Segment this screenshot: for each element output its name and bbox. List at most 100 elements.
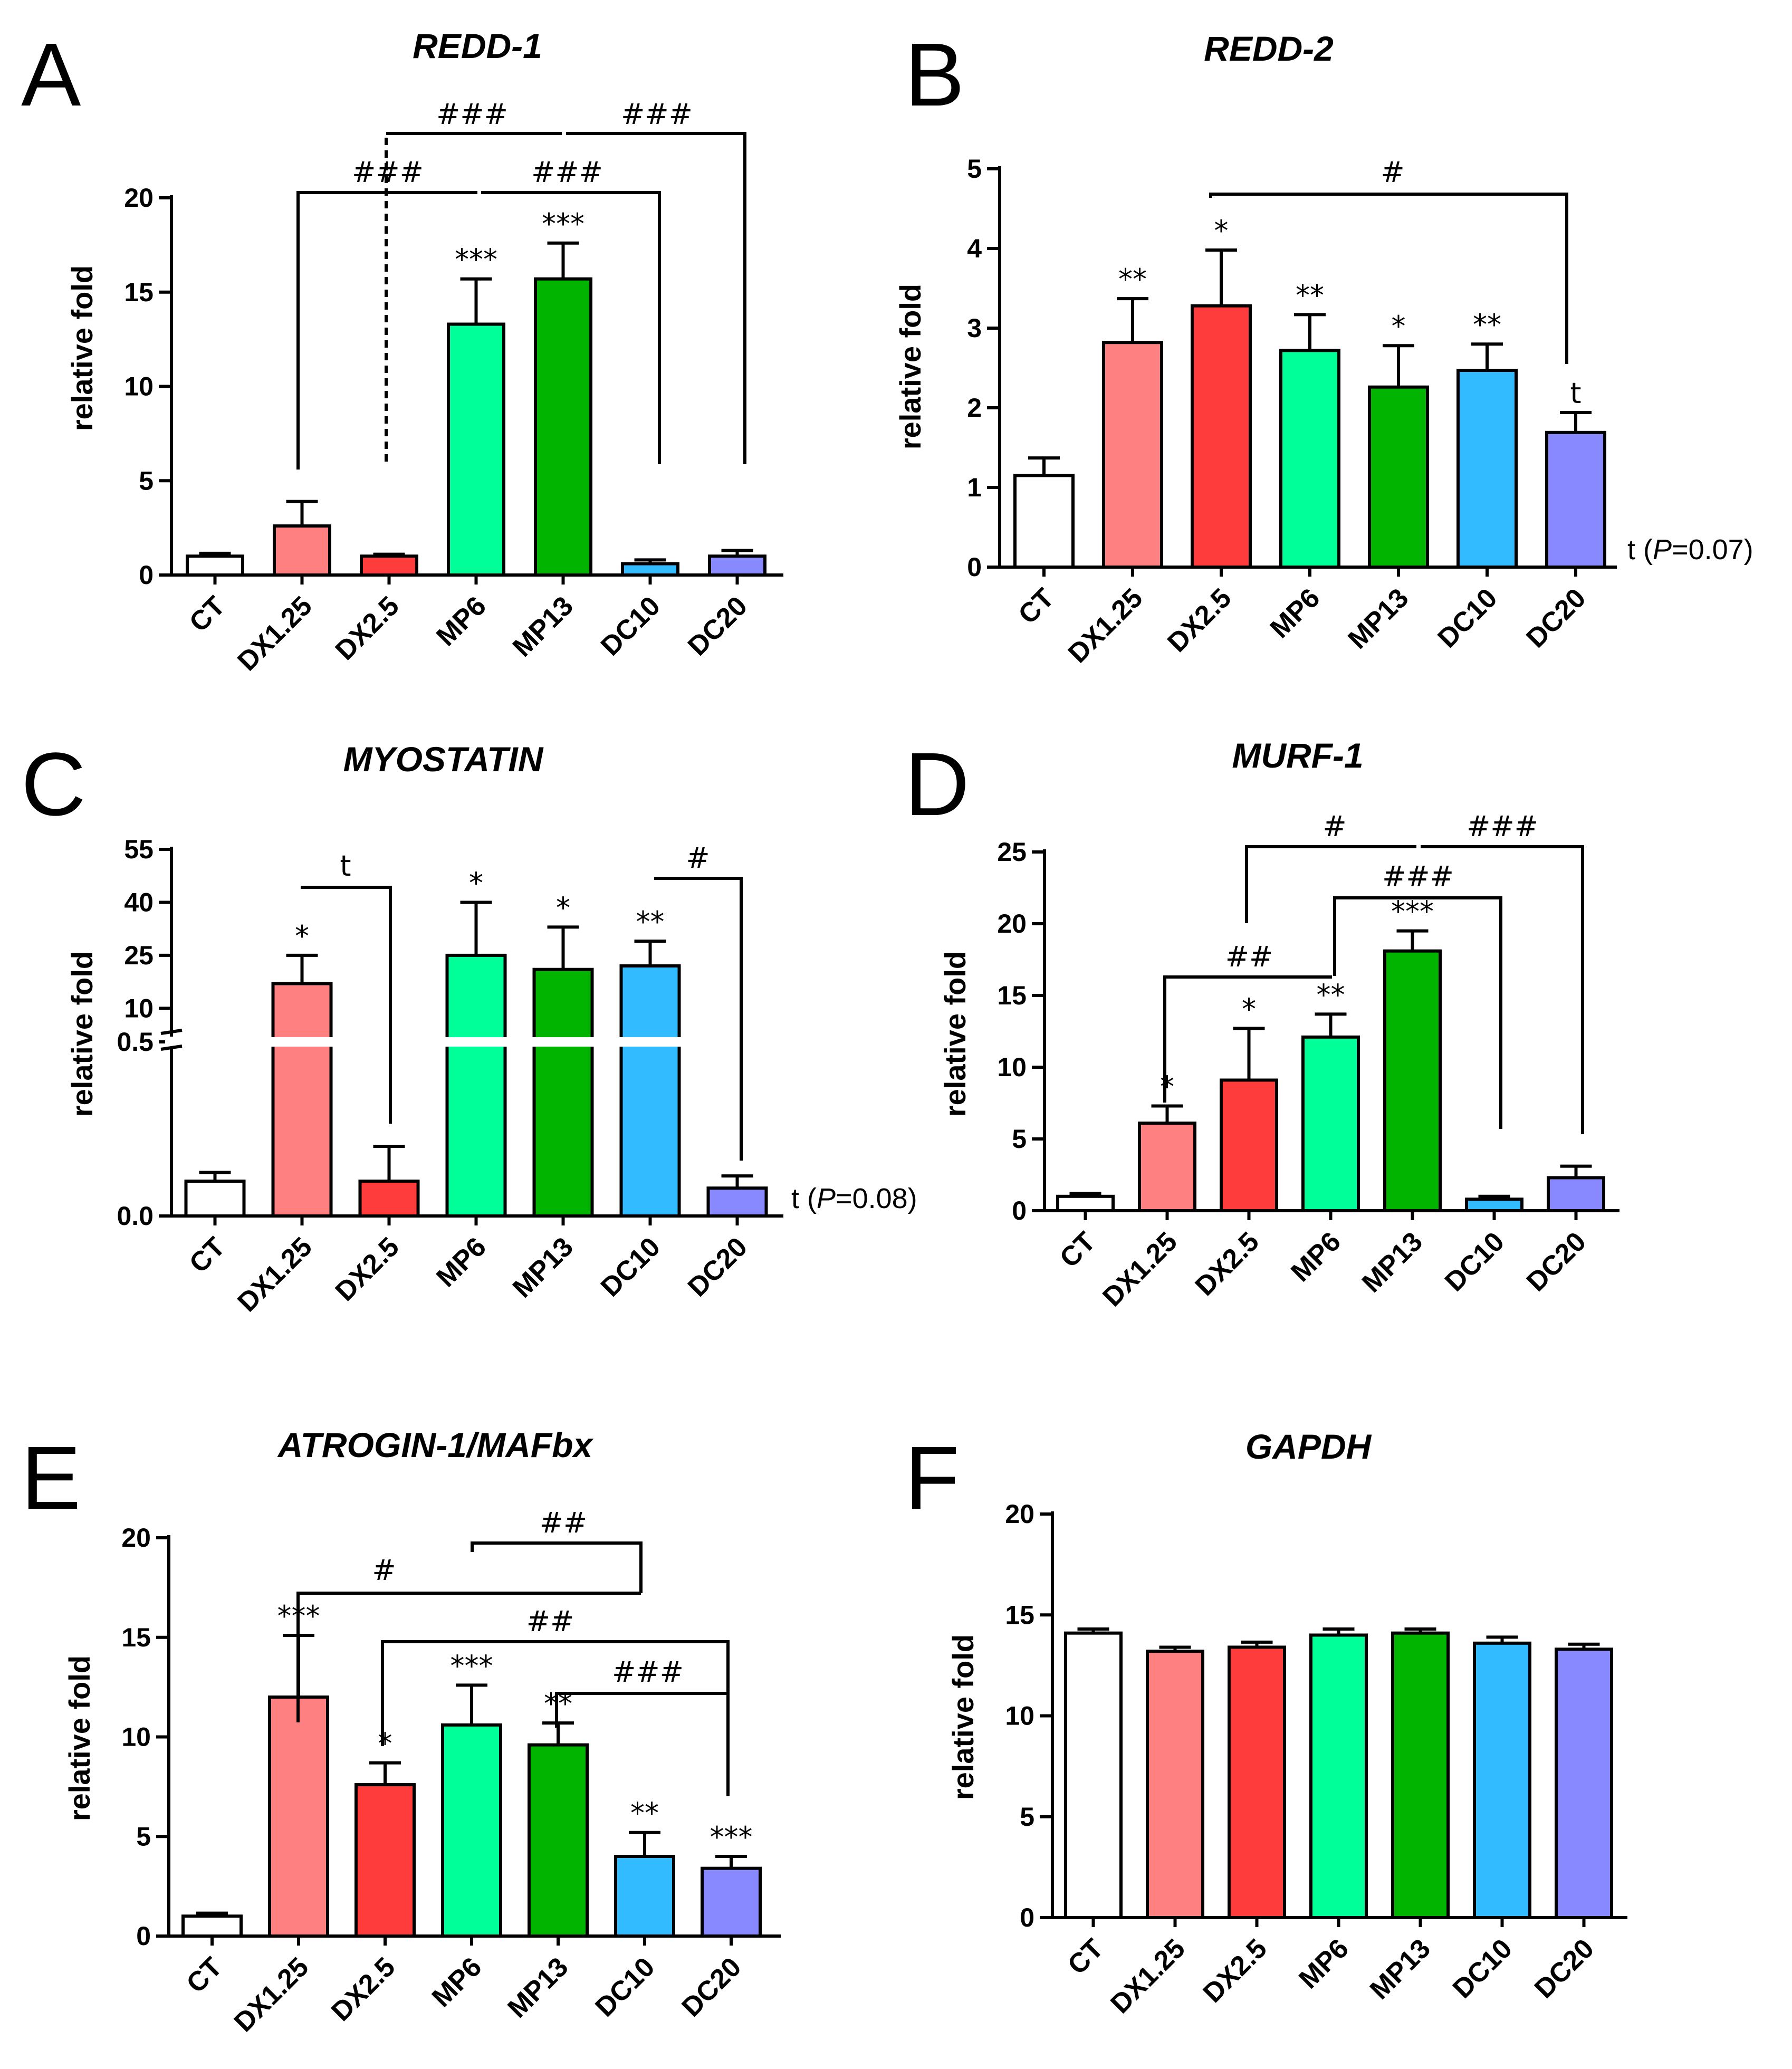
category-label-c: DC10 [595, 1231, 666, 1302]
significance-label-c: * [556, 891, 570, 924]
bracket-line-c [654, 877, 743, 1161]
bar-c [358, 1180, 420, 1218]
axis-break-gap-c [165, 1037, 178, 1047]
bar-e [614, 1855, 675, 1938]
bracket-line-e [471, 1541, 643, 1593]
bar-a [621, 562, 679, 577]
panel-letter-b: B [905, 25, 964, 125]
bar-f [1391, 1631, 1450, 1920]
category-label-a: CT [184, 590, 231, 638]
y-tick-label-b: 3 [967, 313, 982, 343]
bar-b [1279, 349, 1340, 569]
bracket-label-d: # [1323, 810, 1346, 843]
bar-c [445, 953, 507, 1218]
bar-a [447, 322, 505, 577]
panel-c: C MYOSTATIN relative fold 0.0 0.5 10 25 40 55 CT… [21, 734, 917, 1318]
category-label-c: DX2.5 [330, 1231, 405, 1307]
significance-label-e: ** [630, 1797, 659, 1830]
y-tick-label-e: 5 [136, 1822, 151, 1851]
bracket-label-e: ## [540, 1506, 588, 1539]
significance-label-d: * [1242, 993, 1256, 1026]
category-label-d: CT [1054, 1226, 1101, 1273]
significance-label-b: ** [1473, 308, 1501, 341]
bracket-line-d [1163, 975, 1332, 1103]
y-tick-label-c: 0.0 [117, 1201, 154, 1231]
y-axis-label-c: relative fold [65, 951, 99, 1117]
y-tick-label-d: 5 [1012, 1124, 1027, 1154]
category-label-a: DX2.5 [330, 590, 405, 666]
significance-label-c: * [295, 919, 309, 953]
significance-label-c: * [469, 866, 483, 899]
category-label-d: DX1.25 [1097, 1226, 1183, 1313]
y-tick-label-f: 15 [1005, 1600, 1034, 1630]
panel-b: B REDD-2 relative fold 0 1 2 3 4 5 CT ** DX1.25 * DX… [894, 25, 1753, 669]
y-tick-label-b: 0 [967, 552, 982, 582]
bar-d [1465, 1198, 1523, 1212]
bracket-label-b: # [1381, 156, 1404, 189]
category-label-b: DX1.25 [1062, 582, 1149, 669]
category-label-d: MP6 [1285, 1226, 1347, 1288]
bar-e [181, 1914, 243, 1938]
category-label-a: DC10 [595, 590, 666, 662]
category-label-c: DC20 [682, 1231, 753, 1302]
y-tick-label-b: 4 [967, 234, 982, 263]
y-tick-label-d: 10 [997, 1052, 1027, 1082]
significance-label-d: *** [1391, 895, 1434, 928]
bar-f [1555, 1647, 1613, 1919]
bracket-line-d [1421, 845, 1584, 1134]
category-label-f: DX2.5 [1197, 1933, 1273, 2008]
category-label-e: DC20 [676, 1951, 747, 2023]
y-tick-label-b: 2 [967, 393, 982, 423]
y-axis-label-e: relative fold [63, 1655, 96, 1821]
bracket-line-c [301, 886, 392, 1124]
bar-f [1064, 1631, 1123, 1920]
bar-a [186, 554, 244, 577]
bracket-label-c: # [686, 841, 710, 875]
category-label-b: DX2.5 [1162, 582, 1237, 658]
bar-f [1228, 1645, 1286, 1919]
category-label-e: CT [180, 1951, 228, 1999]
significance-label-c: ** [636, 905, 665, 938]
bar-a [360, 554, 418, 577]
chart-title-b: REDD-2 [1204, 29, 1334, 68]
bracket-label-a: ### [621, 98, 693, 131]
category-label-c: DX1.25 [232, 1231, 318, 1318]
category-label-d: MP13 [1356, 1226, 1429, 1298]
y-axis-label-d: relative fold [938, 951, 972, 1117]
y-tick-label-c: 25 [124, 941, 154, 970]
bracket-label-a: ### [352, 156, 424, 189]
bar-c [619, 964, 681, 1218]
axis-break-mark-c [160, 1029, 183, 1035]
bracket-line-d [1245, 845, 1416, 923]
bracket-line-e [296, 1592, 641, 1722]
significance-label-e: * [378, 1727, 392, 1760]
bracket-label-e: # [372, 1554, 396, 1587]
category-label-c: MP6 [430, 1231, 492, 1293]
bar-d [1056, 1194, 1115, 1213]
bar-b [1013, 474, 1075, 569]
category-label-a: DX1.25 [232, 590, 318, 677]
bracket-label-a: ### [436, 98, 508, 131]
bar-c [532, 968, 594, 1218]
panel-letter-c: C [21, 734, 86, 835]
category-label-f: MP13 [1364, 1933, 1436, 2005]
chart-title-e: ATROGIN-1/MAFbx [277, 1425, 594, 1464]
category-label-d: DX2.5 [1190, 1226, 1265, 1301]
category-label-a: DC20 [682, 590, 753, 662]
bar-f [1473, 1641, 1531, 1920]
category-label-d: DC20 [1521, 1226, 1592, 1297]
category-label-f: DC20 [1529, 1933, 1600, 2004]
bar-d [1383, 949, 1442, 1213]
y-tick-label-a: 20 [124, 183, 154, 213]
axis-break-mark-c [160, 1045, 183, 1051]
y-tick-label-c: 10 [124, 993, 154, 1023]
y-tick-label-e: 10 [121, 1722, 151, 1752]
bracket-line-e [381, 1640, 730, 1796]
category-label-b: DC20 [1520, 582, 1592, 654]
bar-f [1146, 1650, 1204, 1920]
bar-a [534, 277, 592, 577]
bracket-line-a [566, 132, 746, 464]
chart-title-f: GAPDH [1245, 1427, 1372, 1466]
panel-d: D MURF-1 relative fold 0 5 10 15 20 25 CT * DX1.25… [905, 734, 1619, 1313]
